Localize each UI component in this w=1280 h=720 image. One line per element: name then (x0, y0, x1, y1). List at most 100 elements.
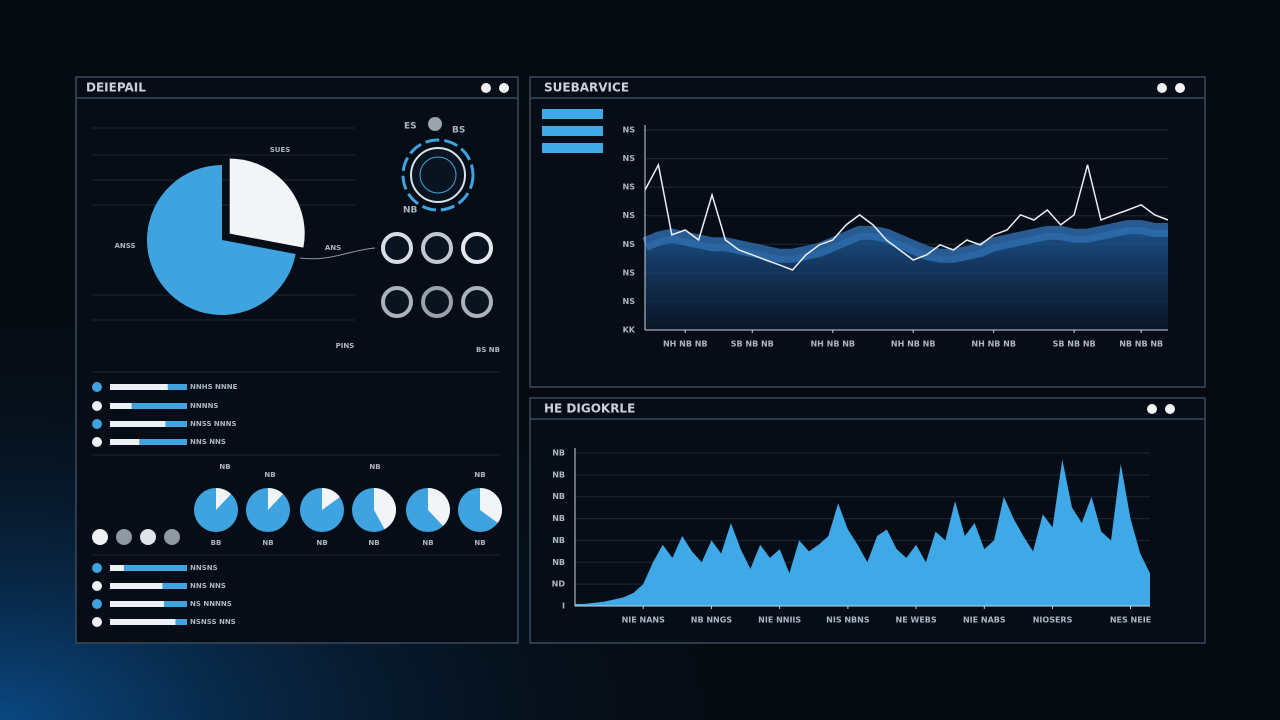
legend-button[interactable] (542, 109, 603, 119)
progress-label: NSNSS NNS (190, 618, 236, 626)
dot[interactable] (140, 529, 156, 545)
progress-fill (110, 583, 163, 589)
bullet (92, 401, 102, 411)
panel-title: DEIEPAIL (86, 81, 146, 95)
window-button[interactable] (499, 83, 509, 93)
x-tick-label: NIE NNIIS (758, 616, 801, 625)
gauge-label: NB (368, 539, 379, 547)
ring-widget (461, 286, 493, 318)
progress-fill (110, 403, 132, 409)
y-tick-label: NS (623, 154, 636, 163)
line (644, 162, 1169, 271)
gauge-slice (428, 488, 451, 527)
x-tick-label: SB NB NB (731, 340, 774, 349)
window-button[interactable] (481, 83, 491, 93)
bullet (92, 437, 102, 447)
bullet (92, 581, 102, 591)
progress-fill (110, 619, 176, 625)
progress-label: NS NNNNS (190, 600, 232, 608)
gauge-slice (480, 488, 503, 523)
gauge-label: NB (262, 539, 273, 547)
x-tick-label: NH NB NB (663, 340, 708, 349)
y-tick-label: NB (552, 470, 565, 479)
x-tick-label: NH NB NB (810, 340, 855, 349)
panel-title: HE DIGOKRLE (544, 402, 635, 416)
dial-face (410, 147, 466, 203)
bullet (92, 563, 102, 573)
y-tick-label: I (562, 602, 565, 611)
connector (299, 247, 376, 260)
dot[interactable] (116, 529, 132, 545)
progress-fill (110, 439, 140, 445)
dial-inner (419, 156, 457, 194)
x-tick-label: NH NB NB (891, 340, 936, 349)
y-tick-label: NB (552, 536, 565, 545)
pie-slice (229, 158, 305, 248)
progress-track (110, 565, 187, 571)
gauge-slice (322, 488, 340, 510)
progress-fill (110, 601, 164, 607)
gauge-label: NB (422, 539, 433, 547)
window-button[interactable] (1175, 83, 1185, 93)
progress-fill (110, 421, 166, 427)
pie-annotation: ANS (325, 244, 341, 252)
pie-annotation: PINS (336, 342, 355, 350)
window-button[interactable] (1165, 404, 1175, 414)
x-tick-label: SB NB NB (1053, 340, 1096, 349)
progress-label: NNS NNS (190, 438, 226, 446)
dial-knob[interactable] (428, 117, 442, 131)
gauge-top-label: NB (264, 471, 275, 479)
x-tick-label: NIE NABS (963, 616, 1006, 625)
legend-button[interactable] (542, 126, 603, 136)
window-button[interactable] (1157, 83, 1167, 93)
gauge-top-label: NB (219, 463, 230, 471)
ring-widget (421, 286, 453, 318)
gauge-label: NB (474, 539, 485, 547)
ring-widget (381, 286, 413, 318)
y-tick-label: NS (623, 183, 636, 192)
gauge-slice (268, 488, 284, 510)
x-tick-label: NB NNGS (691, 616, 733, 625)
progress-label: NNS NNS (190, 582, 226, 590)
y-tick-label: NS (623, 211, 636, 220)
dot[interactable] (92, 529, 108, 545)
x-tick-label: NE WEBS (896, 616, 937, 625)
area-fill (645, 227, 1168, 330)
dot[interactable] (164, 529, 180, 545)
gauge-top-label: NB (474, 471, 485, 479)
gauge-label: NB (316, 539, 327, 547)
panel-title: SUEBARVICE (544, 81, 629, 95)
pie-label: SUES (270, 146, 291, 154)
legend-button[interactable] (542, 143, 603, 153)
y-tick-label: NS (623, 297, 636, 306)
x-tick-label: NIE NANS (622, 616, 666, 625)
progress-track (110, 439, 187, 445)
y-tick-label: ND (552, 580, 566, 589)
area (575, 459, 1150, 606)
bullet (92, 599, 102, 609)
pie-label: ANSS (114, 242, 135, 250)
y-tick-label: NS (623, 268, 636, 277)
progress-fill (110, 384, 168, 390)
y-tick-label: NB (552, 558, 565, 567)
dial-label: NB (403, 206, 418, 216)
ring-widget (381, 232, 413, 264)
gauge-top-label: NB (369, 463, 380, 471)
dial-ring (401, 138, 475, 212)
y-tick-label: KK (623, 326, 636, 335)
window-button[interactable] (1147, 404, 1157, 414)
gauge-label: BB (211, 539, 222, 547)
dial-label: ES (404, 122, 417, 132)
bullet (92, 382, 102, 392)
pie-annotation: BS NB (476, 346, 500, 354)
x-tick-label: NIS NBNS (826, 616, 870, 625)
ring-widget (421, 232, 453, 264)
progress-label: NNNNS (190, 402, 218, 410)
gauge-slice (216, 488, 232, 510)
y-tick-label: NB (552, 492, 565, 501)
gauge-slice (374, 488, 397, 530)
pie-slice (147, 165, 296, 315)
progress-track (110, 403, 187, 409)
